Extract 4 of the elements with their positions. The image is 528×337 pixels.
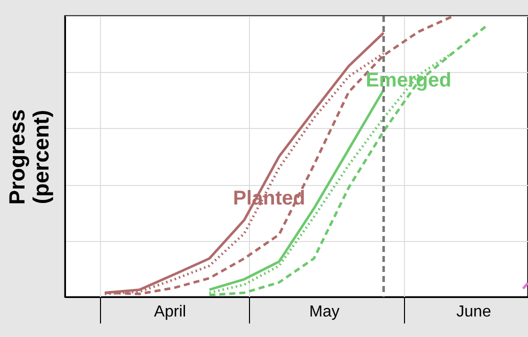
- x-tick-label: June: [456, 304, 492, 320]
- x-tick-label: May: [309, 304, 340, 320]
- x-tick-label: April: [154, 304, 186, 320]
- y-axis-title: Progress (percent): [4, 109, 54, 205]
